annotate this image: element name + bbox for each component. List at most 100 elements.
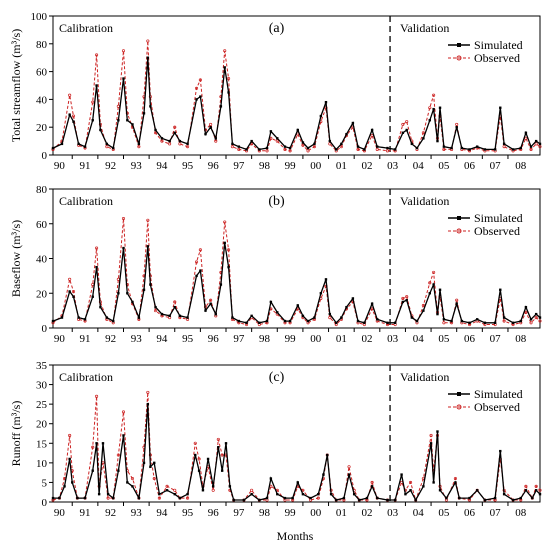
simulated-point bbox=[502, 142, 506, 146]
simulated-point bbox=[223, 66, 226, 69]
observed-point bbox=[529, 321, 533, 325]
x-tick-label: 96 bbox=[208, 507, 220, 519]
observed-point bbox=[421, 303, 425, 307]
simulated-point bbox=[393, 321, 397, 324]
simulated-point bbox=[351, 121, 355, 125]
simulated-point bbox=[460, 146, 464, 150]
observed-point bbox=[385, 149, 390, 153]
simulated-point bbox=[529, 145, 533, 148]
simulated-series-line bbox=[53, 404, 541, 502]
simulated-point bbox=[117, 119, 120, 122]
x-tick-label: 00 bbox=[310, 333, 322, 345]
simulated-point bbox=[51, 146, 55, 150]
x-tick-label: 90 bbox=[54, 333, 66, 345]
simulated-point bbox=[313, 142, 316, 146]
x-tick-label: 05 bbox=[438, 333, 450, 345]
simulated-point bbox=[422, 137, 425, 140]
observed-point bbox=[421, 131, 425, 135]
simulated-point bbox=[345, 305, 348, 309]
y-tick-label: 100 bbox=[31, 11, 48, 23]
simulated-point bbox=[137, 316, 141, 319]
simulated-point bbox=[95, 265, 98, 269]
simulated-point bbox=[146, 56, 150, 59]
simulated-point bbox=[137, 496, 141, 500]
simulated-point bbox=[160, 137, 164, 140]
simulated-point bbox=[410, 142, 414, 146]
observed-point bbox=[116, 453, 120, 457]
x-tick-label: 90 bbox=[54, 507, 66, 519]
x-tick-label: 93 bbox=[131, 160, 143, 172]
simulated-point bbox=[365, 496, 369, 500]
observed-point bbox=[165, 484, 169, 488]
simulated-point bbox=[214, 312, 217, 316]
observed-series-line bbox=[52, 392, 541, 502]
observed-point bbox=[529, 147, 533, 151]
observed-point bbox=[68, 277, 72, 281]
legend-marker bbox=[456, 55, 462, 61]
calibration-label: Calibration bbox=[59, 21, 113, 35]
simulated-point bbox=[436, 430, 439, 433]
y-tick-label: 0 bbox=[42, 497, 48, 509]
x-tick-label: 92 bbox=[105, 333, 116, 345]
simulated-point bbox=[511, 498, 515, 502]
simulated-point bbox=[201, 489, 205, 492]
x-tick-label: 08 bbox=[515, 160, 527, 172]
simulated-point bbox=[432, 107, 435, 111]
simulated-point bbox=[476, 145, 479, 148]
x-tick-label: 08 bbox=[515, 333, 527, 345]
observed-point bbox=[301, 143, 305, 147]
simulated-point bbox=[106, 492, 110, 496]
panel-2: 0 20 40 60 80 90 91 92 93 94 95 96 97 98 99 00 01 02 03 04 0… bbox=[9, 184, 542, 345]
x-tick-label: 01 bbox=[336, 507, 347, 519]
simulated-point bbox=[534, 139, 538, 143]
simulated-point bbox=[269, 300, 273, 304]
x-tick-label: 02 bbox=[361, 333, 372, 345]
simulated-point bbox=[335, 148, 338, 151]
observed-point bbox=[502, 319, 506, 323]
simulated-point bbox=[345, 132, 348, 136]
simulated-point bbox=[493, 321, 497, 324]
simulated-point bbox=[458, 496, 461, 500]
simulated-point bbox=[60, 316, 64, 319]
simulated-point bbox=[493, 496, 497, 500]
x-tick-label: 90 bbox=[54, 160, 66, 172]
simulated-point bbox=[296, 304, 299, 307]
observed-point bbox=[91, 100, 95, 104]
simulated-point bbox=[386, 498, 389, 502]
x-tick-label: 03 bbox=[387, 507, 399, 519]
x-tick-label: 96 bbox=[208, 333, 220, 345]
simulated-point bbox=[269, 477, 273, 480]
simulated-point bbox=[468, 321, 471, 324]
simulated-point bbox=[288, 319, 292, 323]
x-tick-label: 93 bbox=[131, 507, 143, 519]
simulated-point bbox=[283, 496, 287, 500]
simulated-point bbox=[194, 453, 197, 457]
observed-point bbox=[173, 125, 177, 129]
observed-point bbox=[105, 145, 109, 149]
x-tick-label: 99 bbox=[285, 507, 297, 519]
simulated-point bbox=[283, 319, 287, 323]
observed-point bbox=[91, 445, 95, 449]
y-tick-label: 20 bbox=[36, 288, 48, 300]
simulated-point bbox=[99, 128, 102, 132]
simulated-point bbox=[265, 146, 269, 150]
y-tick-label: 5 bbox=[42, 477, 48, 489]
simulated-point bbox=[112, 319, 115, 323]
observed-point bbox=[153, 131, 158, 135]
x-tick-label: 94 bbox=[156, 333, 168, 345]
simulated-point bbox=[186, 492, 189, 496]
simulated-point bbox=[524, 305, 528, 309]
simulated-point bbox=[301, 141, 305, 144]
simulated-point bbox=[335, 321, 338, 324]
x-tick-label: 05 bbox=[438, 507, 450, 519]
observed-point bbox=[237, 147, 241, 151]
simulated-point bbox=[101, 442, 105, 445]
observed-point bbox=[339, 145, 343, 149]
simulated-point bbox=[276, 311, 279, 314]
simulated-point bbox=[97, 492, 101, 496]
simulated-point bbox=[178, 314, 182, 318]
simulated-point bbox=[168, 139, 171, 143]
x-tick-label: 98 bbox=[259, 333, 271, 345]
simulated-point bbox=[319, 114, 323, 118]
simulated-point bbox=[269, 130, 273, 133]
